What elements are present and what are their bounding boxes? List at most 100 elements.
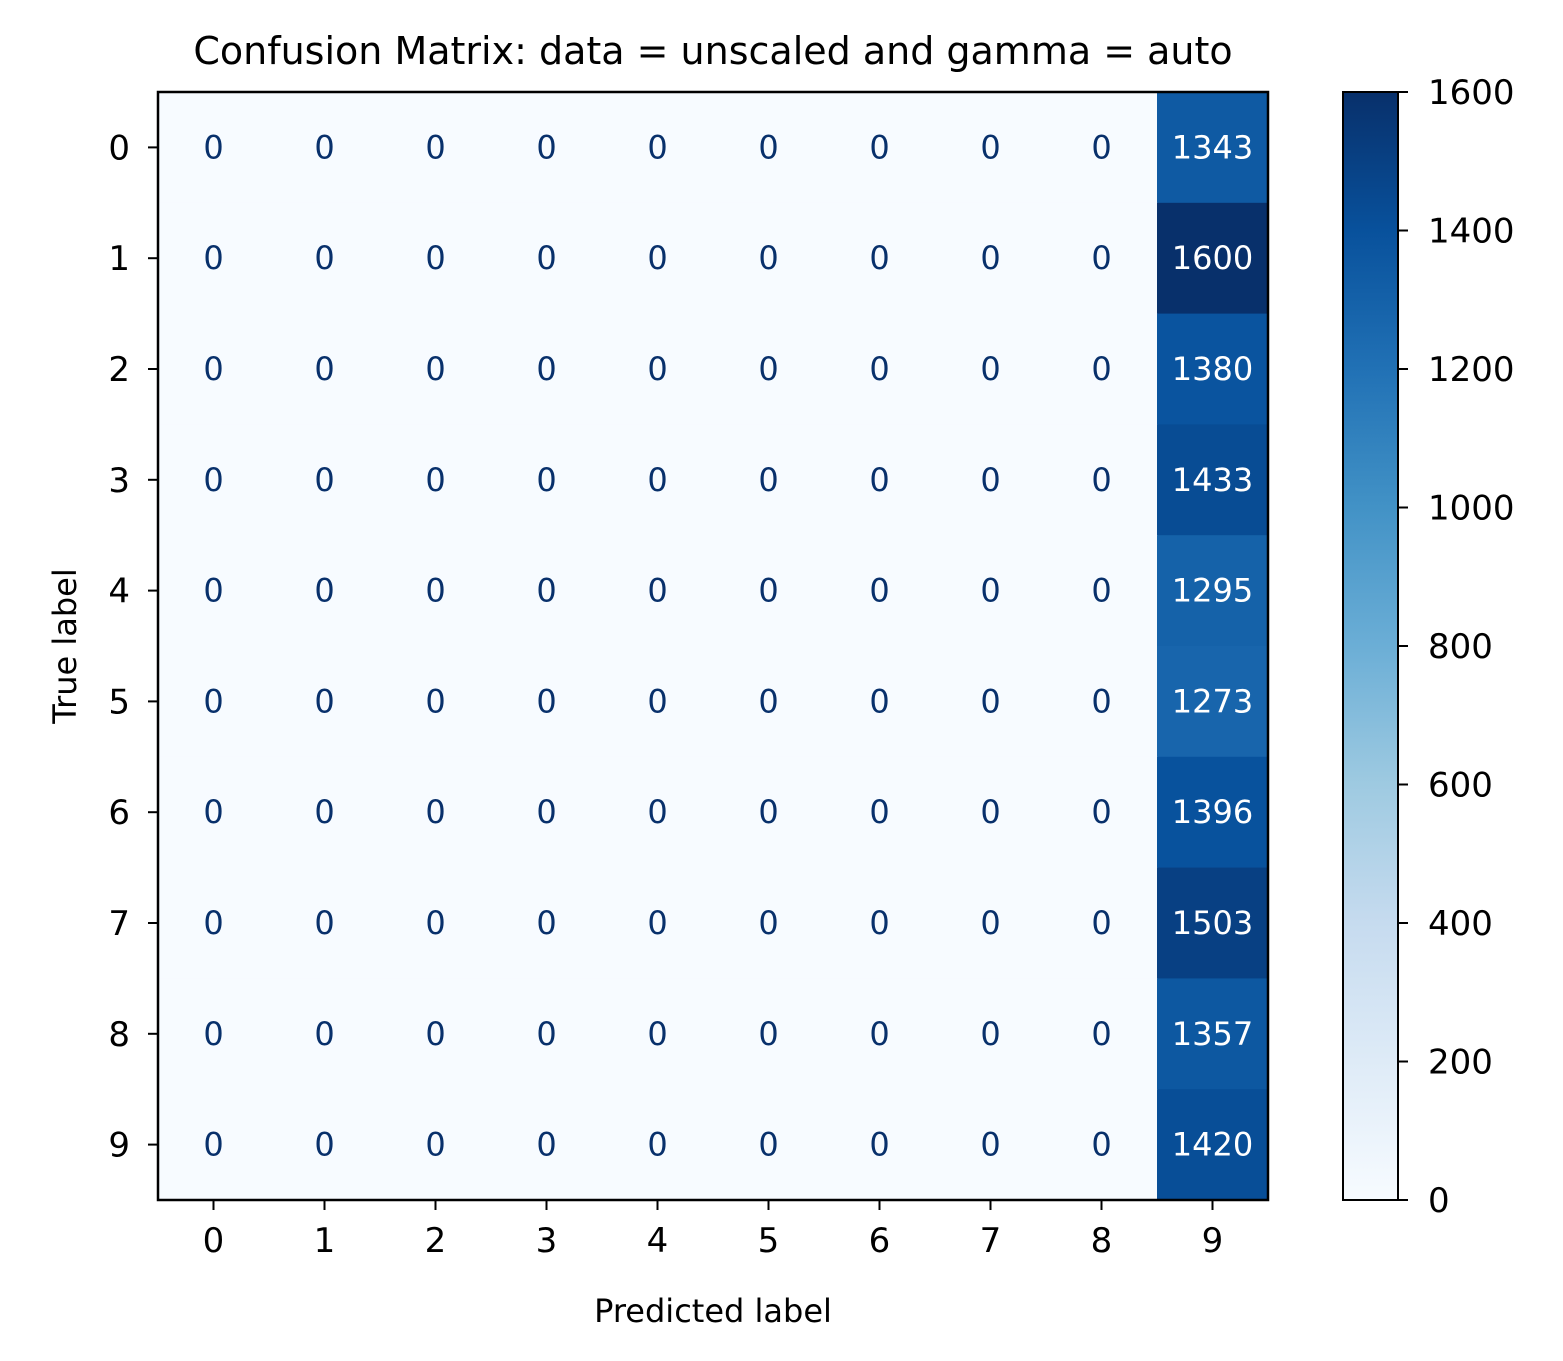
colorbar-tick-label: 1600 xyxy=(1428,73,1515,113)
heatmap-cell xyxy=(1046,535,1158,647)
heatmap-cell xyxy=(935,535,1047,647)
heatmap-cell xyxy=(713,867,825,979)
heatmap-cell xyxy=(158,92,270,204)
heatmap-cell xyxy=(602,867,714,979)
heatmap-cell xyxy=(1157,92,1269,204)
cell-value-label: 0 xyxy=(314,461,334,499)
cell-value-label: 0 xyxy=(758,682,778,720)
heatmap-cell xyxy=(935,1089,1047,1201)
heatmap-cell xyxy=(1046,313,1158,425)
heatmap-cell xyxy=(269,313,381,425)
cell-value-label: 0 xyxy=(536,682,556,720)
x-tick-label: 7 xyxy=(980,1221,1002,1261)
cell-value-label: 0 xyxy=(425,793,445,831)
colorbar-tick-label: 200 xyxy=(1428,1043,1493,1083)
colorbar xyxy=(1342,91,1399,1201)
cell-value-label: 0 xyxy=(980,350,1000,388)
cell-value-label: 0 xyxy=(314,904,334,942)
heatmap-cell xyxy=(491,756,603,869)
cell-value-label: 0 xyxy=(647,1015,667,1053)
colorbar-ticks: 0 200 400 600 800 1000 1200 1400 1600 xyxy=(1398,73,1515,1221)
heatmap-cell xyxy=(491,92,603,204)
cell-value-label: 0 xyxy=(758,1015,778,1053)
cell-value-label: 0 xyxy=(536,572,556,610)
y-tick-label: 0 xyxy=(108,128,130,168)
cell-value-label: 0 xyxy=(758,239,778,277)
cell-value-label: 0 xyxy=(980,1015,1000,1053)
heatmap-cell xyxy=(1157,756,1269,869)
heatmap-cell xyxy=(380,646,492,758)
heatmap-cell xyxy=(380,313,492,425)
heatmap-cell xyxy=(935,202,1047,315)
heatmap-cell xyxy=(602,756,714,869)
cell-value-label: 0 xyxy=(758,350,778,388)
heatmap-cell xyxy=(491,424,603,536)
cell-value-label: 0 xyxy=(536,239,556,277)
cell-value-label: 0 xyxy=(758,461,778,499)
x-tick-label: 1 xyxy=(314,1221,336,1261)
cell-value-label: 0 xyxy=(1091,128,1111,166)
cell-value-label: 0 xyxy=(203,1015,223,1053)
y-axis-label: True label xyxy=(46,568,84,725)
heatmap-cell xyxy=(602,202,714,315)
heatmap-cell xyxy=(491,646,603,758)
heatmap-cell xyxy=(935,756,1047,869)
heatmap-cell xyxy=(713,92,825,204)
heatmap-cell xyxy=(824,978,936,1090)
cell-value-label: 0 xyxy=(314,350,334,388)
cell-value-label: 0 xyxy=(536,904,556,942)
cell-value-label: 0 xyxy=(869,239,889,277)
cell-value-label: 0 xyxy=(203,572,223,610)
heatmap-cell xyxy=(602,978,714,1090)
cell-value-label: 1420 xyxy=(1172,1126,1253,1164)
heatmap-cell xyxy=(1157,313,1269,425)
heatmap-cell xyxy=(824,202,936,315)
heatmap-cell xyxy=(1157,867,1269,979)
cell-value-label: 1396 xyxy=(1172,793,1253,831)
heatmap-cell xyxy=(1046,756,1158,869)
heatmap-cell xyxy=(602,92,714,204)
heatmap-cell xyxy=(380,424,492,536)
heatmap-cell xyxy=(380,756,492,869)
heatmap-cell xyxy=(1046,92,1158,204)
heatmap-cell xyxy=(158,202,270,315)
heatmap-cell xyxy=(824,756,936,869)
heatmap-cell xyxy=(491,867,603,979)
cell-value-label: 0 xyxy=(425,682,445,720)
heatmap-cell xyxy=(824,867,936,979)
x-tick-label: 9 xyxy=(1202,1221,1224,1261)
heatmap-cell xyxy=(491,313,603,425)
heatmap-cell xyxy=(269,978,381,1090)
y-tick-label: 3 xyxy=(108,461,130,501)
heatmap-cell xyxy=(935,313,1047,425)
cell-value-label: 0 xyxy=(869,461,889,499)
cell-value-label: 0 xyxy=(980,128,1000,166)
heatmap-cell xyxy=(269,535,381,647)
x-tick-label: 6 xyxy=(869,1221,891,1261)
x-tick-label: 8 xyxy=(1091,1221,1113,1261)
cell-value-label: 1343 xyxy=(1172,128,1253,166)
cell-value-label: 0 xyxy=(536,128,556,166)
cell-value-label: 0 xyxy=(425,904,445,942)
heatmap-cell xyxy=(491,202,603,315)
heatmap-cell xyxy=(824,535,936,647)
heatmap-cell xyxy=(935,867,1047,979)
cell-value-label: 0 xyxy=(536,350,556,388)
y-tick-label: 5 xyxy=(108,682,130,722)
cell-value-label: 0 xyxy=(314,1126,334,1164)
heatmap-cell xyxy=(935,92,1047,204)
cell-value-label: 0 xyxy=(203,461,223,499)
heatmap-cell xyxy=(1046,1089,1158,1201)
heatmap-cell xyxy=(380,867,492,979)
cell-value-label: 0 xyxy=(869,793,889,831)
heatmap-cell xyxy=(824,424,936,536)
cell-value-label: 1503 xyxy=(1172,904,1253,942)
cell-value-label: 0 xyxy=(647,682,667,720)
heatmap-cell xyxy=(158,978,270,1090)
cell-value-label: 1295 xyxy=(1172,572,1253,610)
x-tick-label: 3 xyxy=(536,1221,558,1261)
cell-value-label: 0 xyxy=(425,350,445,388)
heatmap-cell xyxy=(1046,978,1158,1090)
cell-value-label: 0 xyxy=(425,239,445,277)
cell-value-label: 0 xyxy=(314,572,334,610)
